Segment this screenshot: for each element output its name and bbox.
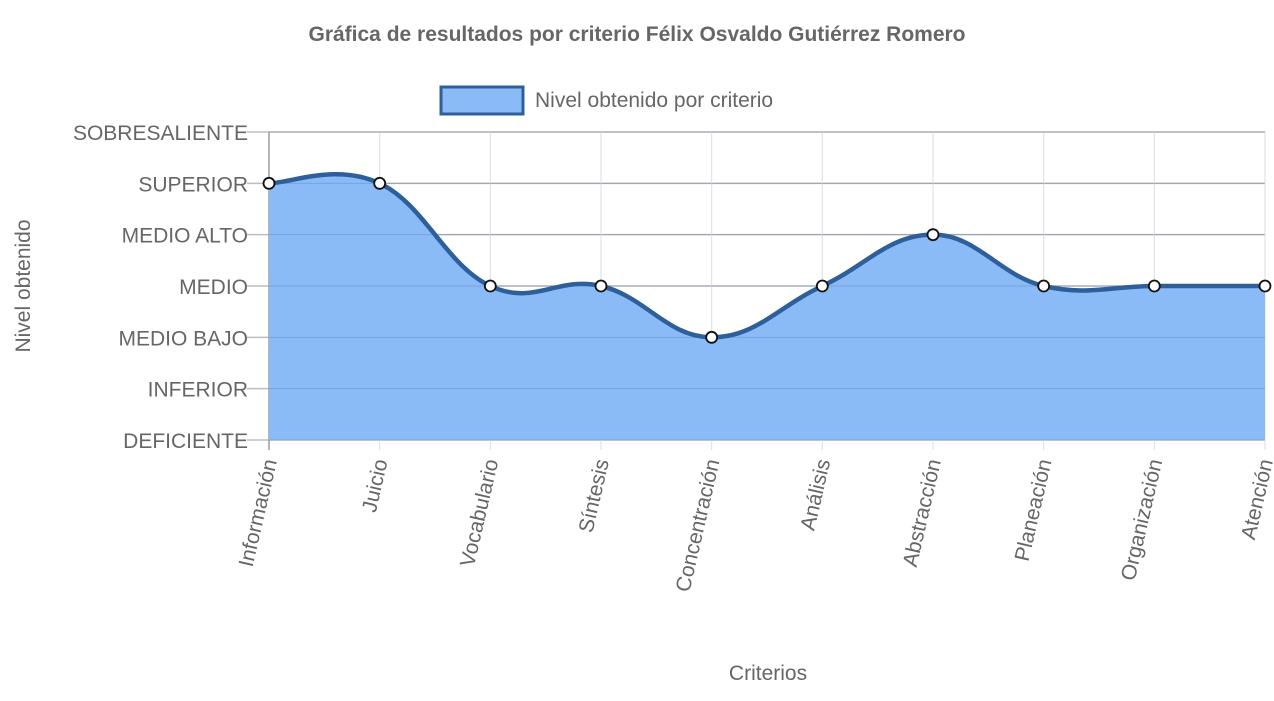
data-point[interactable]: Síntesis: MEDIO xyxy=(594,279,608,293)
series-area xyxy=(268,131,1265,441)
legend-swatch xyxy=(439,85,525,116)
y-tick-label: INFERIOR xyxy=(148,379,248,402)
x-tick-label: Información xyxy=(235,457,282,569)
y-axis-title: Nivel obtenido xyxy=(12,219,35,352)
series-area-fill xyxy=(269,174,1265,440)
x-tick-label: Análisis xyxy=(797,457,836,533)
legend-label: Nivel obtenido por criterio xyxy=(535,89,773,112)
data-point[interactable]: Abstracción: MEDIO ALTO xyxy=(926,228,940,242)
data-point[interactable]: Información: SUPERIOR xyxy=(262,176,276,190)
x-axis-tick-labels: Información Juicio Vocabulario Síntesis Conc… xyxy=(235,457,1274,594)
x-axis-title: Criterios xyxy=(729,662,807,685)
x-tick-label: Planeación xyxy=(1011,457,1057,563)
data-point[interactable]: Juicio: SUPERIOR xyxy=(373,176,387,190)
data-point[interactable]: Concentración: MEDIO BAJO xyxy=(705,330,719,344)
y-tick-label: MEDIO xyxy=(179,276,248,299)
x-tick-label: Atención xyxy=(1237,457,1274,542)
x-tick-label: Vocabulario xyxy=(456,457,503,569)
y-tick-label: MEDIO BAJO xyxy=(118,327,248,350)
x-tick-label: Concentración xyxy=(672,457,725,594)
data-point[interactable]: Organización: MEDIO xyxy=(1147,279,1161,293)
data-point[interactable]: Análisis: MEDIO xyxy=(815,279,829,293)
data-point[interactable]: Vocabulario: MEDIO xyxy=(483,279,497,293)
y-tick-label: SOBRESALIENTE xyxy=(73,122,248,145)
x-tick-label: Síntesis xyxy=(575,457,614,535)
y-axis-tick-labels: DEFICIENTE INFERIOR MEDIO BAJO MEDIO MEDIO A… xyxy=(73,122,248,453)
y-tick-label: MEDIO ALTO xyxy=(122,225,248,248)
y-tick-label: SUPERIOR xyxy=(138,173,248,196)
x-tick-label: Organización xyxy=(1117,457,1167,583)
data-point[interactable]: Atención: MEDIO xyxy=(1258,279,1272,293)
series-line xyxy=(268,172,1265,340)
x-tick-label: Abstracción xyxy=(899,457,946,569)
y-tick-label: DEFICIENTE xyxy=(123,430,248,453)
chart-legend[interactable]: Nivel obtenido por criterio xyxy=(439,85,773,116)
data-point[interactable]: Planeación: MEDIO xyxy=(1037,279,1051,293)
x-tick-label: Juicio xyxy=(358,457,392,515)
data-points[interactable]: Información: SUPERIOR Juicio: SUPERIOR Voc… xyxy=(262,176,1272,344)
chart-title: Gráfica de resultados por criterio Félix… xyxy=(308,23,965,46)
